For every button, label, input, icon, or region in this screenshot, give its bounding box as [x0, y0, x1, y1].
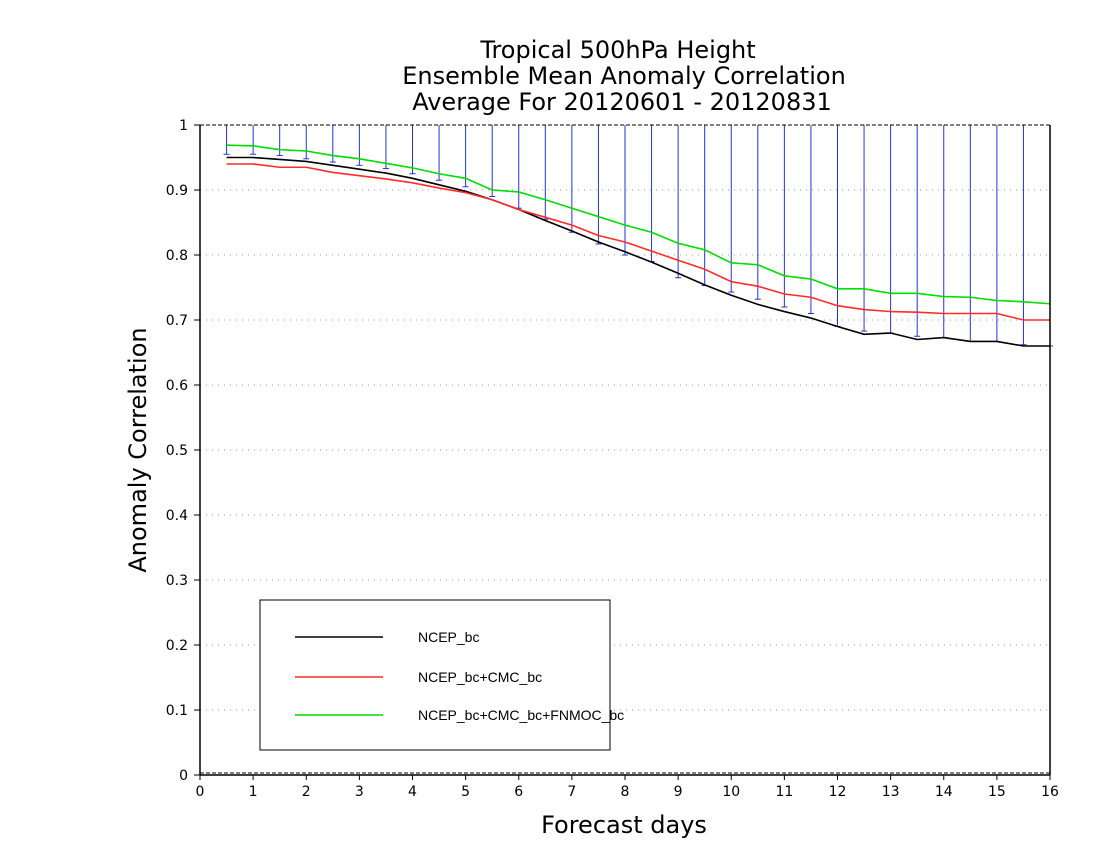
y-tick-label: 0.2: [166, 638, 188, 654]
legend-label-3: NCEP_bc+CMC_bc+FNMOC_bc: [418, 707, 624, 723]
legend-box: [259, 599, 611, 751]
x-tick-label: 9: [674, 784, 683, 800]
y-tick-label: 0.7: [166, 313, 188, 329]
x-tick-label: 4: [408, 784, 417, 800]
x-tick-label: 15: [988, 784, 1006, 800]
y-tick-label: 0.8: [166, 248, 188, 264]
y-tick-label: 0.5: [166, 443, 188, 459]
x-tick-label: 7: [567, 784, 576, 800]
y-tick-label: 1: [179, 118, 188, 134]
y-tick-label: 0.6: [166, 378, 188, 394]
x-tick-label: 5: [461, 784, 470, 800]
series-line-2: [226, 163, 1050, 321]
series-lines: [226, 144, 1051, 347]
y-tick-label: 0.1: [166, 703, 188, 719]
y-tick-label: 0: [179, 768, 188, 784]
legend: NCEP_bc NCEP_bc+CMC_bc NCEP_bc+CMC_bc+FNMO…: [259, 599, 624, 751]
x-axis-ticks: 0 1 2 3 4 5 6 7 8 9 10 11 12 13 14 15 16: [196, 775, 1059, 800]
series-line-1: [226, 156, 1050, 347]
title-line-3: Average For 20120601 - 20120831: [412, 88, 832, 116]
x-tick-label: 0: [196, 784, 205, 800]
x-tick-label: 13: [882, 784, 900, 800]
title-line-2: Ensemble Mean Anomaly Correlation: [402, 62, 846, 90]
x-tick-label: 12: [829, 784, 847, 800]
y-tick-label: 0.3: [166, 573, 188, 589]
x-tick-label: 8: [621, 784, 630, 800]
x-axis-label: Forecast days: [541, 811, 707, 839]
x-tick-label: 16: [1041, 784, 1059, 800]
y-axis-label: Anomaly Correlation: [124, 327, 152, 572]
x-tick-label: 3: [355, 784, 364, 800]
x-tick-label: 6: [514, 784, 523, 800]
y-axis-ticks: 0 0.1 0.2 0.3 0.4 0.5 0.6 0.7 0.8 0.9 1: [166, 118, 200, 784]
grid-lines: [200, 189, 1050, 711]
y-tick-label: 0.9: [166, 183, 188, 199]
x-tick-label: 10: [722, 784, 740, 800]
chart-title: Tropical 500hPa Height Ensemble Mean Ano…: [402, 36, 846, 116]
x-tick-label: 14: [935, 784, 953, 800]
title-line-1: Tropical 500hPa Height: [479, 36, 755, 64]
legend-label-2: NCEP_bc+CMC_bc: [418, 669, 542, 685]
y-tick-label: 0.4: [166, 508, 188, 524]
x-tick-label: 2: [302, 784, 311, 800]
x-tick-label: 11: [775, 784, 793, 800]
series-line-3: [226, 144, 1051, 305]
x-tick-label: 1: [249, 784, 258, 800]
legend-label-1: NCEP_bc: [418, 629, 479, 645]
